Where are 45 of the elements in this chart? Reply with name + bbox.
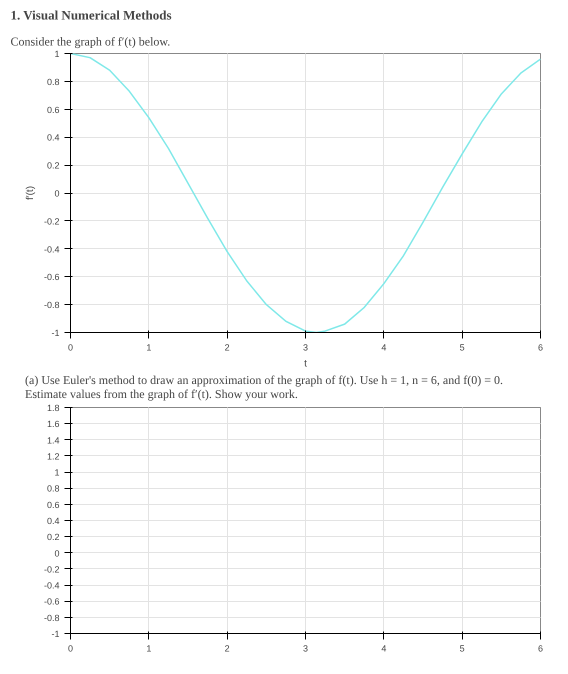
- x-tick-label: 6: [538, 342, 544, 352]
- x-tick-label: 4: [381, 342, 386, 352]
- x-tick-label: 3: [302, 342, 308, 352]
- y-tick-label: 1.8: [46, 402, 60, 413]
- y-tick-label: 0.4: [46, 132, 60, 143]
- x-axis-title: t: [304, 358, 308, 370]
- y-tick-label: 1: [54, 467, 60, 478]
- y-tick-label: 0.2: [46, 160, 60, 171]
- y-tick-label: 0.8: [46, 483, 60, 494]
- y-tick-label: -0.4: [44, 244, 60, 254]
- x-tick-label: 3: [302, 643, 308, 654]
- y-tick-label: 1.2: [46, 451, 60, 462]
- y-tick-label: 0.6: [46, 499, 60, 510]
- chart-title: (a) Use Euler's method to draw an approximation of the graph of f(t). Use h = 1, n = 6, and f(0) = 0. Estimate values from the graph of f′(t). Show your work.: [25, 373, 504, 402]
- y-tick-label: -0.4: [44, 580, 60, 590]
- x-tick-label: 0: [68, 342, 74, 352]
- y-tick-label: -1: [52, 628, 60, 639]
- x-tick-label: 5: [460, 643, 465, 654]
- y-tick-label: -0.2: [44, 216, 60, 226]
- y-tick-label: 0.2: [46, 532, 60, 542]
- y-tick-label: 1.4: [46, 434, 60, 445]
- y-tick-label: 0.8: [46, 76, 60, 87]
- y-tick-label: 0: [54, 188, 60, 198]
- x-tick-label: 6: [538, 643, 544, 654]
- y-tick-label: 0.4: [46, 516, 60, 526]
- y-tick-label: 0: [54, 548, 60, 558]
- y-tick-label: -0.8: [44, 300, 60, 310]
- y-tick-label: -0.8: [44, 612, 60, 622]
- y-axis-title: f′(t): [24, 186, 36, 200]
- y-tick-label: -0.6: [44, 272, 60, 282]
- x-tick-label: 2: [224, 342, 230, 352]
- x-tick-label: 2: [224, 643, 230, 654]
- x-tick-label: 1: [146, 643, 152, 654]
- y-tick-label: 1.6: [46, 418, 60, 429]
- x-tick-label: 4: [381, 643, 386, 654]
- y-tick-label: 0.6: [46, 104, 60, 115]
- x-tick-label: 1: [146, 342, 152, 352]
- y-tick-label: -1: [52, 328, 60, 338]
- chart-subtitle: Consider the graph of f′(t) below.: [10, 34, 170, 48]
- chart-title: 1. Visual Numerical Methods: [10, 8, 172, 22]
- y-tick-label: -0.6: [44, 596, 60, 606]
- x-tick-label: 5: [460, 342, 465, 352]
- y-tick-label: 1: [54, 49, 60, 59]
- x-tick-label: 0: [68, 643, 74, 654]
- y-tick-label: -0.2: [44, 564, 60, 574]
